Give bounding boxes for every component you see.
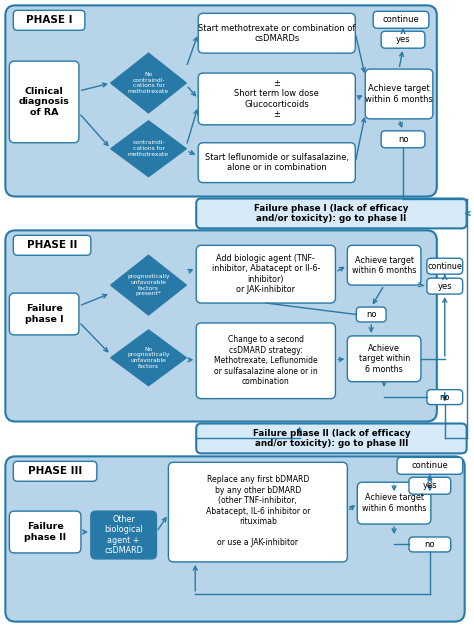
FancyBboxPatch shape (356, 307, 386, 322)
FancyBboxPatch shape (409, 477, 451, 494)
FancyBboxPatch shape (373, 11, 429, 28)
Text: Add biologic agent (TNF-
inhibitor, Abatacept or II-6-
inhibitor)
or JAK-inhibit: Add biologic agent (TNF- inhibitor, Abat… (212, 254, 320, 294)
FancyBboxPatch shape (397, 457, 463, 474)
Text: yes: yes (396, 35, 410, 45)
Text: Replace any first bDMARD
by any other bDMARD
(other TNF-inhibitor,
Abatacept, IL: Replace any first bDMARD by any other bD… (206, 475, 310, 547)
Text: Failure
phase II: Failure phase II (24, 522, 66, 542)
FancyBboxPatch shape (196, 245, 336, 303)
FancyBboxPatch shape (168, 462, 347, 562)
Polygon shape (111, 53, 186, 113)
FancyBboxPatch shape (357, 482, 431, 524)
FancyBboxPatch shape (381, 131, 425, 148)
FancyBboxPatch shape (198, 13, 356, 53)
Text: Achieve
target within
6 months: Achieve target within 6 months (358, 344, 410, 374)
FancyBboxPatch shape (13, 461, 97, 482)
Text: PHASE II: PHASE II (27, 240, 77, 250)
Text: continue: continue (411, 461, 448, 470)
Text: Other
biological
agent +
csDMARD: Other biological agent + csDMARD (104, 515, 143, 555)
Text: yes: yes (438, 282, 452, 291)
FancyBboxPatch shape (196, 323, 336, 399)
FancyBboxPatch shape (198, 73, 356, 125)
Text: no: no (398, 135, 408, 144)
Text: no: no (366, 310, 376, 319)
FancyBboxPatch shape (196, 199, 466, 228)
FancyBboxPatch shape (91, 511, 156, 559)
FancyBboxPatch shape (196, 423, 466, 453)
Polygon shape (111, 330, 186, 386)
Text: no: no (439, 393, 450, 402)
FancyBboxPatch shape (347, 245, 421, 285)
Text: PHASE III: PHASE III (28, 466, 82, 477)
Text: Failure phase II (lack of efficacy
and/or toxicity): go to phase III: Failure phase II (lack of efficacy and/o… (253, 429, 410, 448)
Text: contraindi-
cations for
methotrexate: contraindi- cations for methotrexate (128, 140, 169, 157)
Text: prognostically
unfavorable
factors
present*: prognostically unfavorable factors prese… (128, 274, 170, 297)
FancyBboxPatch shape (409, 537, 451, 552)
FancyBboxPatch shape (427, 389, 463, 404)
Text: continue: continue (428, 261, 462, 271)
Text: Change to a second
csDMARD strategy:
Methotrexate, Leflunomide
or sulfasalazine : Change to a second csDMARD strategy: Met… (214, 335, 318, 386)
FancyBboxPatch shape (198, 143, 356, 182)
Polygon shape (111, 121, 186, 177)
FancyBboxPatch shape (13, 235, 91, 255)
Text: No
prognostically
unfavorable
factors: No prognostically unfavorable factors (128, 347, 170, 369)
Text: Achieve target
within 6 months: Achieve target within 6 months (352, 256, 416, 275)
Text: Clinical
diagnosis
of RA: Clinical diagnosis of RA (18, 87, 70, 117)
FancyBboxPatch shape (347, 336, 421, 382)
FancyBboxPatch shape (9, 293, 79, 335)
FancyBboxPatch shape (9, 61, 79, 143)
Text: Failure phase I (lack of efficacy
and/or toxicity): go to phase II: Failure phase I (lack of efficacy and/or… (254, 204, 409, 223)
Text: yes: yes (422, 482, 437, 490)
Text: no: no (425, 540, 435, 549)
Text: No
contraindi-
cations for
methotrexate: No contraindi- cations for methotrexate (128, 72, 169, 94)
FancyBboxPatch shape (381, 31, 425, 48)
Text: Achieve target
within 6 months: Achieve target within 6 months (362, 493, 426, 513)
FancyBboxPatch shape (427, 278, 463, 294)
Text: Failure
phase I: Failure phase I (25, 304, 64, 324)
Text: continue: continue (383, 15, 419, 24)
FancyBboxPatch shape (5, 230, 437, 421)
Polygon shape (111, 255, 186, 315)
Text: Achieve target
within 6 months: Achieve target within 6 months (365, 84, 433, 103)
FancyBboxPatch shape (9, 511, 81, 553)
Text: ±
Short term low dose
Glucocorticoids
±: ± Short term low dose Glucocorticoids ± (234, 79, 319, 119)
FancyBboxPatch shape (5, 6, 437, 196)
FancyBboxPatch shape (5, 456, 465, 621)
FancyBboxPatch shape (13, 11, 85, 30)
Text: Start methotrexate or combination of
csDMARDs: Start methotrexate or combination of csD… (198, 24, 356, 43)
Text: PHASE I: PHASE I (26, 15, 73, 25)
Text: Start leflunomide or sulfasalazine,
alone or in combination: Start leflunomide or sulfasalazine, alon… (205, 153, 349, 172)
FancyBboxPatch shape (427, 258, 463, 274)
FancyBboxPatch shape (365, 69, 433, 119)
